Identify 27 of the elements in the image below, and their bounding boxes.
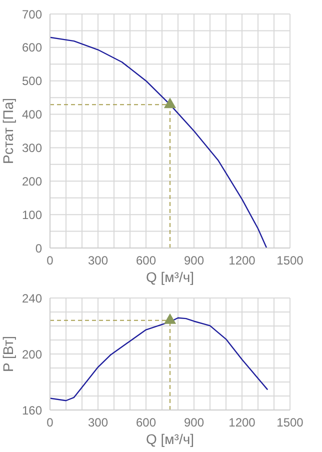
x-tick-label: 900 — [184, 416, 204, 430]
y-tick-label: 240 — [22, 291, 42, 306]
y-axis-title: Pстат [Па] — [0, 98, 16, 164]
y-tick-label: 200 — [22, 347, 42, 362]
y-tick-label: 400 — [22, 108, 42, 122]
y-tick-label: 500 — [22, 74, 42, 88]
x-tick-label: 1500 — [276, 416, 304, 430]
y-tick-label: 300 — [22, 140, 42, 155]
y-tick-label: 0 — [35, 241, 42, 256]
y-tick-label: 600 — [22, 40, 42, 55]
x-tick-label: 1500 — [276, 254, 304, 268]
x-tick-label: 600 — [136, 254, 156, 268]
y-axis-title: P [Вт] — [0, 336, 16, 372]
x-tick-label: 300 — [88, 416, 108, 430]
x-tick-label: 1200 — [228, 416, 256, 430]
x-tick-label: 0 — [46, 416, 54, 430]
x-tick-label: 1200 — [228, 254, 256, 268]
y-tick-label: 200 — [22, 174, 42, 188]
x-tick-label: 0 — [46, 254, 54, 268]
x-tick-label: 900 — [184, 254, 204, 268]
x-tick-label: 600 — [136, 416, 156, 430]
x-axis-title: Q [м³/ч] — [146, 269, 194, 285]
y-tick-label: 160 — [22, 403, 42, 418]
x-tick-label: 300 — [88, 254, 108, 268]
y-tick-label: 700 — [22, 7, 42, 22]
x-axis-title: Q [м³/ч] — [146, 431, 194, 447]
y-tick-label: 100 — [22, 208, 42, 222]
